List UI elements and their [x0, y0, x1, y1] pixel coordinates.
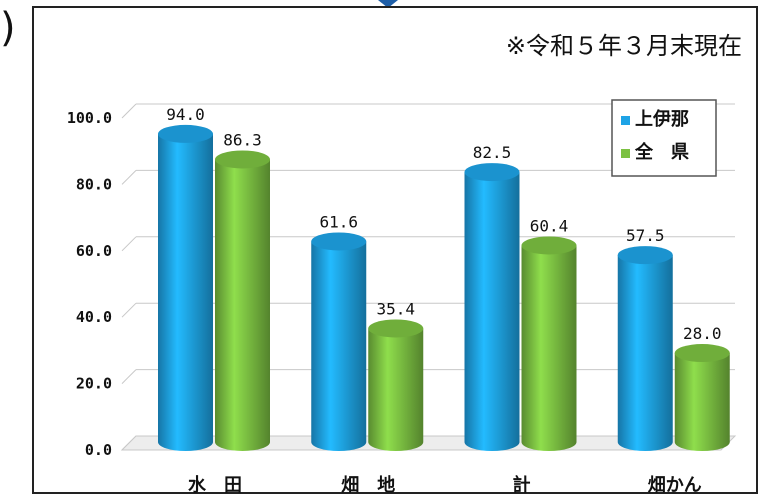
value-labels: 94.0 86.3 61.6 35.4 82.5 60.4 57.5 28.0 [166, 105, 721, 343]
legend-swatch [621, 149, 630, 158]
y-tick-label: 40.0 [76, 308, 112, 326]
bar-body [617, 255, 673, 451]
bar-body [464, 172, 520, 451]
bar-body [311, 241, 367, 451]
legend-swatch [621, 116, 630, 125]
bar-body [674, 353, 730, 451]
bar-cap [674, 344, 730, 363]
category-label: 畑 地 [341, 474, 395, 496]
y-tick-label: 80.0 [76, 175, 112, 193]
bar-body [215, 159, 270, 451]
legend-label: 全 県 [634, 141, 689, 163]
bar-3-0 [617, 246, 673, 451]
category-label: 畑かん [648, 475, 702, 496]
cropped-arrow-icon [378, 0, 398, 8]
y-tick-label: 0.0 [85, 441, 112, 459]
bar-cap [464, 163, 520, 182]
bar-2-1 [521, 236, 577, 451]
y-axis: 0.0 20.0 40.0 60.0 80.0 100.0 [67, 109, 112, 459]
value-label: 82.5 [473, 143, 512, 162]
gridline-depth [121, 236, 137, 252]
category-labels: 水 田 畑 地 計 畑かん [188, 474, 702, 496]
gridline-depth [121, 302, 137, 318]
value-label: 94.0 [166, 105, 205, 124]
gridline-depth [121, 170, 137, 185]
bar-cap [215, 150, 270, 169]
legend-box [611, 99, 717, 177]
chart-bars [158, 124, 730, 452]
plot-floor [120, 435, 737, 451]
gridline-depth [121, 369, 137, 384]
bar-cap [311, 232, 367, 251]
bar-cap [521, 236, 577, 255]
bar-body [521, 245, 577, 451]
bar-0-1 [215, 150, 270, 451]
value-label: 57.5 [626, 226, 665, 245]
y-tick-label: 20.0 [76, 375, 112, 393]
value-label: 35.4 [376, 299, 415, 318]
value-label: 60.4 [530, 216, 569, 235]
bar-3-1 [674, 344, 730, 451]
bar-cap [617, 246, 673, 265]
bar-2-0 [464, 163, 520, 451]
y-tick-label: 100.0 [67, 109, 112, 127]
bar-cap [158, 124, 213, 143]
bar-body [368, 328, 424, 451]
bar-1-0 [311, 232, 367, 451]
gridline-depth [121, 103, 137, 119]
y-tick-label: 60.0 [76, 242, 112, 260]
category-label: 水 田 [188, 474, 242, 496]
cropped-parenthesis: ) [0, 5, 16, 51]
bar-0-0 [158, 124, 213, 452]
value-label: 61.6 [319, 212, 358, 231]
bar-body [158, 133, 213, 452]
category-label: 計 [513, 474, 531, 496]
legend-label: 上伊那 [635, 108, 689, 130]
bar-1-1 [368, 319, 424, 451]
value-label: 86.3 [223, 130, 262, 149]
bar-cap [368, 319, 424, 338]
value-label: 28.0 [683, 324, 722, 343]
date-note: ※令和５年３月末現在 [505, 32, 742, 60]
